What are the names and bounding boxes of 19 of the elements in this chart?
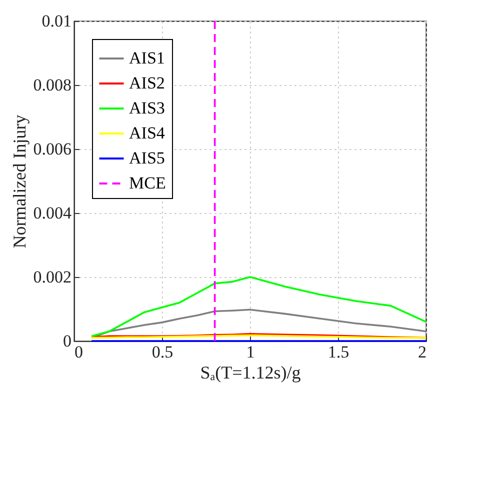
- y-tick-label: 0.008: [33, 76, 72, 94]
- x-tick-label: 0.5: [152, 342, 174, 362]
- line-series: [90, 276, 427, 338]
- legend-label: AIS3: [129, 98, 165, 118]
- y-tick-label: 0.004: [33, 204, 72, 222]
- legend-label: AIS1: [129, 48, 165, 68]
- legend-label: AIS5: [129, 148, 165, 168]
- y-tick-label: 0.002: [33, 268, 72, 286]
- ref-line-label: MCE: [129, 174, 166, 192]
- x-tick-label: 0: [74, 342, 83, 362]
- x-tick-label: 1.5: [328, 342, 350, 362]
- x-tick-label: 2: [418, 342, 426, 362]
- x-axis-title: Sₐ(T=1.12s)/g: [200, 362, 301, 382]
- legend-label: AIS4: [129, 124, 166, 142]
- x-tick-label: 1: [246, 342, 255, 362]
- y-axis-title: Normalized Injury: [9, 114, 30, 248]
- y-tick-label: 0.01: [42, 12, 72, 30]
- y-tick-label: 0.006: [33, 140, 72, 158]
- legend-label: AIS2: [129, 74, 165, 92]
